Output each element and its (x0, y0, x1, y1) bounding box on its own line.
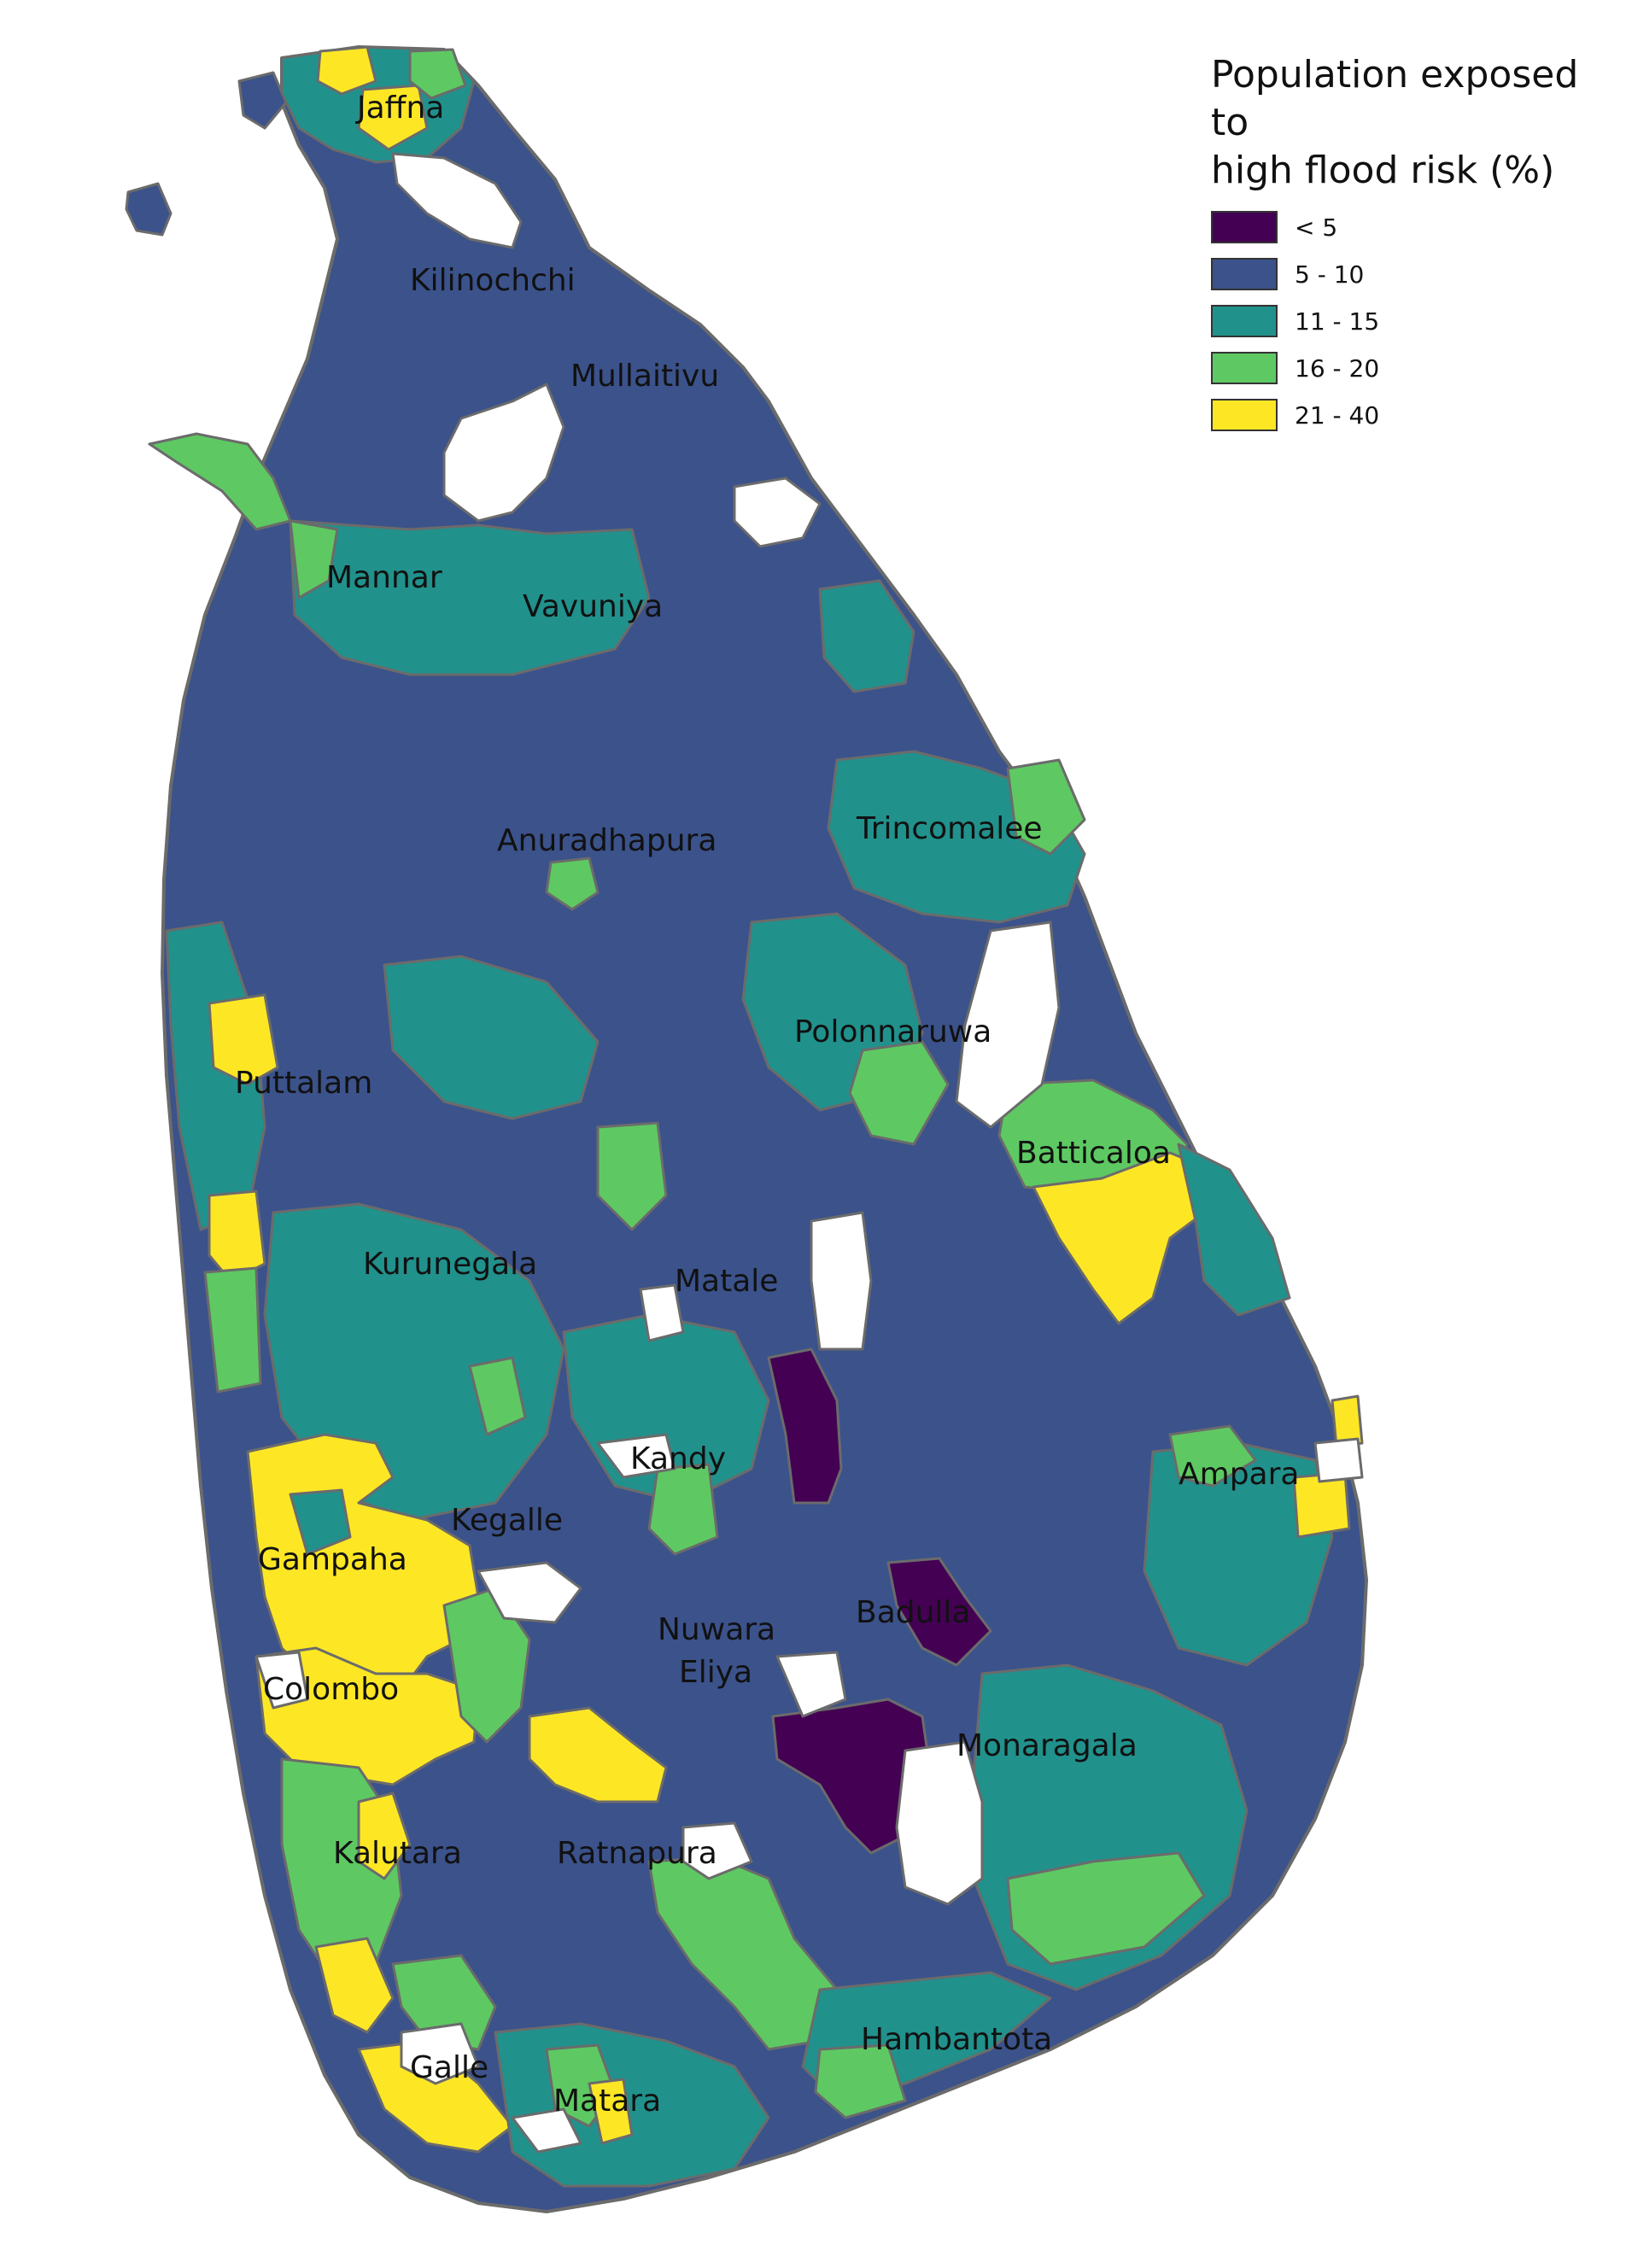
region-kandy-green (647, 1463, 719, 1556)
label-hambantota: Hambantota (861, 2022, 1052, 2057)
label-jaffna: Jaffna (355, 91, 444, 126)
region-island-west (237, 71, 288, 130)
legend-item-16-20: 16 - 20 (1211, 348, 1612, 389)
region-matara-yellow (588, 2078, 634, 2145)
label-kegalle: Kegalle (451, 1503, 563, 1538)
region-batticaloa-yellow (1032, 1151, 1214, 1325)
region-southeast-green (1006, 1851, 1206, 1966)
label-kilinochchi: Kilinochchi (410, 263, 576, 298)
legend-item-lt5: < 5 (1211, 207, 1612, 248)
label-kandy: Kandy (630, 1441, 726, 1476)
region-trincomalee-green (1006, 758, 1086, 856)
area-no-data-kegalle (477, 1561, 582, 1624)
legend-title-line1: Population exposed to (1211, 53, 1579, 144)
region-galle-green (391, 1954, 497, 2051)
label-vavuniya: Vavuniya (523, 589, 663, 624)
label-ampara: Ampara (1179, 1457, 1299, 1492)
label-mullaitivu: Mullaitivu (570, 359, 719, 394)
label-batticaloa: Batticaloa (1016, 1136, 1171, 1171)
area-no-data-monaragala (895, 1740, 984, 1906)
legend-label-lt5: < 5 (1295, 213, 1338, 242)
area-no-data-kandy (596, 1433, 676, 1479)
legend-item-5-10: 5 - 10 (1211, 254, 1612, 295)
region-mannar-green (289, 519, 339, 599)
legend-title: Population exposed to high flood risk (%… (1211, 51, 1612, 195)
region-puttalam-yellow (208, 993, 279, 1086)
label-anuradhapura: Anuradhapura (497, 823, 716, 858)
region-kurunegala-green (468, 1356, 527, 1436)
label-badulla: Badulla (856, 1595, 971, 1630)
area-no-data-kurunegala (639, 1283, 685, 1342)
label-mannar: Mannar (326, 560, 442, 595)
label-polonnaruwa: Polonnaruwa (794, 1014, 991, 1049)
label-gampaha: Gampaha (258, 1542, 407, 1577)
area-no-data-galle (400, 2022, 480, 2085)
region-batticaloa-coast-teal (1177, 1143, 1291, 1317)
legend-swatch-21-40 (1211, 399, 1278, 431)
label-nuwara-eliya-line2: Eliya (679, 1655, 752, 1690)
label-matara: Matara (553, 2084, 661, 2119)
region-matale-green (596, 1121, 668, 1231)
legend-swatch-16-20 (1211, 352, 1278, 384)
region-puttalam-green (203, 1266, 262, 1394)
area-no-data-north-1 (442, 383, 565, 523)
region-kalutara-yellow (357, 1792, 412, 1880)
label-kalutara: Kalutara (333, 1836, 462, 1871)
area-no-data-north-2 (733, 476, 822, 548)
legend-label-11-15: 11 - 15 (1295, 307, 1380, 336)
legend-swatch-lt5 (1211, 211, 1278, 243)
legend-label-5-10: 5 - 10 (1295, 260, 1365, 289)
region-central-teal (383, 955, 600, 1120)
label-nuwara-eliya-line1: Nuwara (658, 1612, 775, 1647)
region-purple-badulla (886, 1557, 992, 1667)
region-mannar-vavuniya (289, 519, 651, 676)
area-no-data-ratnapura (681, 1821, 753, 1880)
region-anuradhapura-green (545, 856, 600, 911)
legend-label-16-20: 16 - 20 (1295, 354, 1380, 383)
label-kurunegala: Kurunegala (363, 1247, 537, 1282)
label-colombo: Colombo (263, 1672, 399, 1707)
label-puttalam: Puttalam (235, 1066, 372, 1101)
legend-swatch-11-15 (1211, 305, 1278, 337)
region-island-delft (125, 182, 173, 237)
region-ampara-green (1168, 1424, 1257, 1488)
label-trincomalee: Trincomalee (856, 811, 1043, 846)
label-ratnapura: Ratnapura (557, 1836, 717, 1871)
region-polonnaruwa-green (848, 1040, 950, 1146)
area-no-data-matara (511, 2107, 582, 2154)
area-no-data-jaffna-lagoon (391, 152, 523, 249)
region-purple-central (767, 1347, 843, 1505)
region-ratnapura-yellow (528, 1706, 668, 1803)
region-jaffna-green (408, 48, 467, 100)
region-ampara-teal (1143, 1441, 1334, 1667)
region-jaffna-yellow-1 (316, 45, 377, 96)
region-ampara-yellow-2 (1331, 1394, 1364, 1449)
area-no-data-matale (810, 1211, 873, 1351)
region-galle-yellow (314, 1937, 395, 2034)
label-monaragala: Monaragala (956, 1728, 1138, 1763)
legend-item-11-15: 11 - 15 (1211, 301, 1612, 342)
legend-label-21-40: 21 - 40 (1295, 400, 1380, 430)
region-jaffna-yellow-2 (357, 84, 429, 151)
area-no-data-colombo (254, 1651, 309, 1710)
label-galle: Galle (410, 2050, 488, 2085)
region-gampaha-teal (289, 1488, 352, 1556)
legend-title-line2: high flood risk (%) (1211, 149, 1555, 192)
legend: Population exposed to high flood risk (%… (1211, 51, 1612, 441)
region-hambantota-green (814, 2043, 907, 2119)
legend-item-21-40: 21 - 40 (1211, 395, 1612, 435)
area-no-data-east-1 (955, 921, 1061, 1129)
area-no-data-nuwara-eliya (775, 1651, 847, 1718)
area-no-data-ampara (1313, 1437, 1364, 1483)
legend-swatch-5-10 (1211, 258, 1278, 290)
region-ne-teal (818, 579, 915, 693)
label-matale: Matale (675, 1264, 778, 1299)
